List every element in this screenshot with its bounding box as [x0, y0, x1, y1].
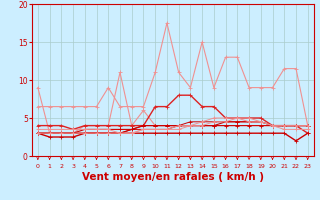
X-axis label: Vent moyen/en rafales ( km/h ): Vent moyen/en rafales ( km/h ) — [82, 172, 264, 182]
